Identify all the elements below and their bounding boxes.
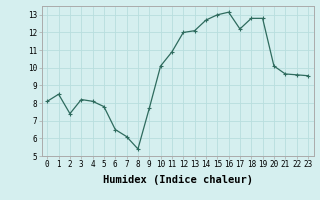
X-axis label: Humidex (Indice chaleur): Humidex (Indice chaleur) <box>103 175 252 185</box>
